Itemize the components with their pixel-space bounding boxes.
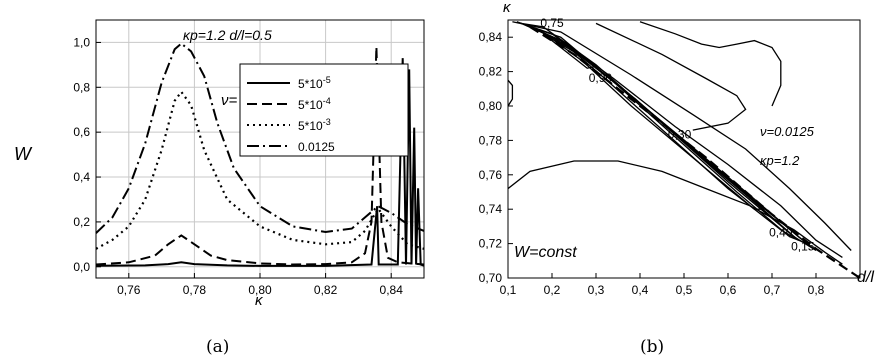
y-tick-label: 0,80 [479, 99, 503, 113]
series-line [95, 46, 425, 266]
y-tick-label: 0,8 [73, 80, 90, 94]
contour-line [639, 21, 782, 107]
x-tick-label: 0,2 [544, 283, 561, 297]
contour-value-label: 0,40 [769, 226, 793, 240]
x-tick-label: 0,84 [380, 283, 404, 297]
panel-b-ylabel: κ [503, 0, 512, 16]
legend-items: 5*10-5 5*10-4 5*10-3 0.0125 [247, 75, 335, 154]
y-tick-label: 1,0 [73, 35, 90, 49]
contour-value-label: 0,15 [791, 239, 815, 253]
y-tick-label: 0,74 [479, 202, 503, 216]
x-tick-label: 0,5 [676, 283, 693, 297]
contour-value-label: 0,90 [589, 71, 613, 85]
contour-line [508, 79, 514, 107]
ridge-dashed-line [529, 25, 861, 279]
contour-line [508, 160, 843, 265]
y-tick-label: 0,4 [73, 170, 90, 184]
contour-line [516, 21, 843, 258]
panel-b-ticks: 0,1 0,2 0,3 0,4 0,5 0,6 0,7 0,8 0,70 0,72 0,74 0,76… [479, 30, 825, 297]
panel-a-xlabel: κ [255, 292, 264, 309]
legend-label: 5*10-5 [298, 75, 331, 91]
y-tick-label: 0,82 [479, 65, 503, 79]
panel-b-wconst-label: W=const [514, 244, 577, 261]
legend-box [239, 63, 409, 157]
panel-b: 0,1 0,2 0,3 0,4 0,5 0,6 0,7 0,8 0,70 0,72 0,74 0,76… [479, 0, 875, 297]
x-tick-label: 0,1 [500, 283, 517, 297]
x-tick-label: 0,82 [314, 283, 338, 297]
x-tick-label: 0,3 [588, 283, 605, 297]
x-tick-label: 0,4 [632, 283, 649, 297]
contour-line [512, 21, 852, 251]
panel-a-annotation: κp=1.2 d/l=0.5 [183, 27, 272, 43]
caption-a: (a) [206, 337, 229, 357]
contour-value-label: 0,30 [668, 128, 692, 142]
legend-label: 5*10-4 [298, 96, 331, 112]
x-tick-label: 0,6 [720, 283, 737, 297]
y-tick-label: 0,72 [479, 237, 503, 251]
series-line [95, 58, 425, 267]
panel-a-ticks: 0,76 0,78 0,80 0,82 0,84 0,0 0,2 0,4 0,6 0,8 1,0 [73, 35, 403, 297]
y-tick-label: 0,84 [479, 30, 503, 44]
x-tick-label: 0,78 [183, 283, 207, 297]
panel-b-annotation-kappa: κp=1.2 [760, 153, 800, 168]
x-tick-label: 0,76 [117, 283, 141, 297]
y-tick-label: 0,2 [73, 215, 90, 229]
contour-line [595, 22, 747, 131]
x-tick-label: 0,8 [808, 283, 825, 297]
caption-b: (b) [640, 337, 664, 357]
panel-a-series [95, 42, 425, 267]
y-tick-label: 0,70 [479, 271, 503, 285]
y-tick-label: 0,76 [479, 168, 503, 182]
panel-b-xlabel: d/l [857, 269, 874, 286]
panel-a-ylabel: W [14, 144, 33, 164]
legend-title: ν= [221, 92, 238, 109]
x-tick-label: 0,80 [248, 283, 272, 297]
panel-a: 0,76 0,78 0,80 0,82 0,84 0,0 0,2 0,4 0,6 0,8 1,0 W… [14, 19, 425, 309]
y-tick-label: 0,78 [479, 133, 503, 147]
panel-b-contour-labels: 0,75 0,90 0,30 0,400,15 [540, 16, 814, 254]
contour-line [534, 28, 799, 241]
y-tick-label: 0,0 [73, 260, 90, 274]
legend-label: 5*10-3 [298, 117, 331, 133]
panel-a-legend: ν= 5*10-5 5*10-4 5*10-3 0.0125 [221, 63, 409, 157]
x-tick-label: 0,7 [764, 283, 781, 297]
legend-label: 0.0125 [298, 140, 335, 154]
y-tick-label: 0,6 [73, 125, 90, 139]
panel-b-annotation-nu: ν=0.0125 [760, 124, 815, 139]
contour-value-label: 0,75 [540, 16, 564, 30]
series-line [95, 42, 425, 234]
panel-b-contours [508, 21, 861, 279]
